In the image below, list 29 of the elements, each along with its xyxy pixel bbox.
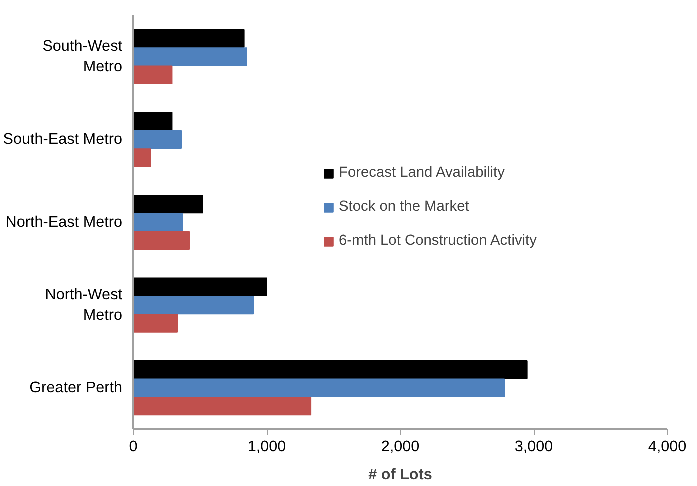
x-tick-label: 2,000 — [381, 438, 420, 456]
x-axis-title: # of Lots — [368, 466, 432, 484]
bar — [134, 213, 184, 232]
y-tick-label: South-West Metro — [42, 38, 124, 76]
bar — [134, 130, 182, 150]
bar — [134, 378, 506, 398]
legend-label: 6-mth Lot Construction Activity — [339, 233, 537, 249]
bar — [134, 296, 254, 315]
y-tick-label: North-West Metro — [45, 286, 124, 324]
y-tick-label: North-East Metro — [6, 214, 123, 231]
bar — [134, 360, 528, 380]
bar — [134, 231, 190, 250]
bar — [134, 48, 248, 66]
bar — [134, 194, 204, 214]
legend-label: Forecast Land Availability — [339, 165, 505, 181]
y-tick-label: South-East Metro — [3, 131, 123, 148]
bar — [134, 148, 152, 168]
bar — [134, 396, 312, 416]
x-tick-label: 4,000 — [648, 438, 687, 456]
bar — [134, 66, 173, 84]
bar — [134, 112, 173, 131]
x-tick-label: 3,000 — [514, 438, 554, 456]
y-tick-label: Greater Perth — [30, 380, 123, 397]
x-tick-label: 0 — [129, 438, 138, 456]
x-tick-label: 1,000 — [248, 438, 286, 456]
legend-label: Stock on the Market — [339, 199, 470, 215]
bar — [134, 29, 245, 48]
bar — [134, 278, 268, 296]
bar — [134, 314, 178, 333]
